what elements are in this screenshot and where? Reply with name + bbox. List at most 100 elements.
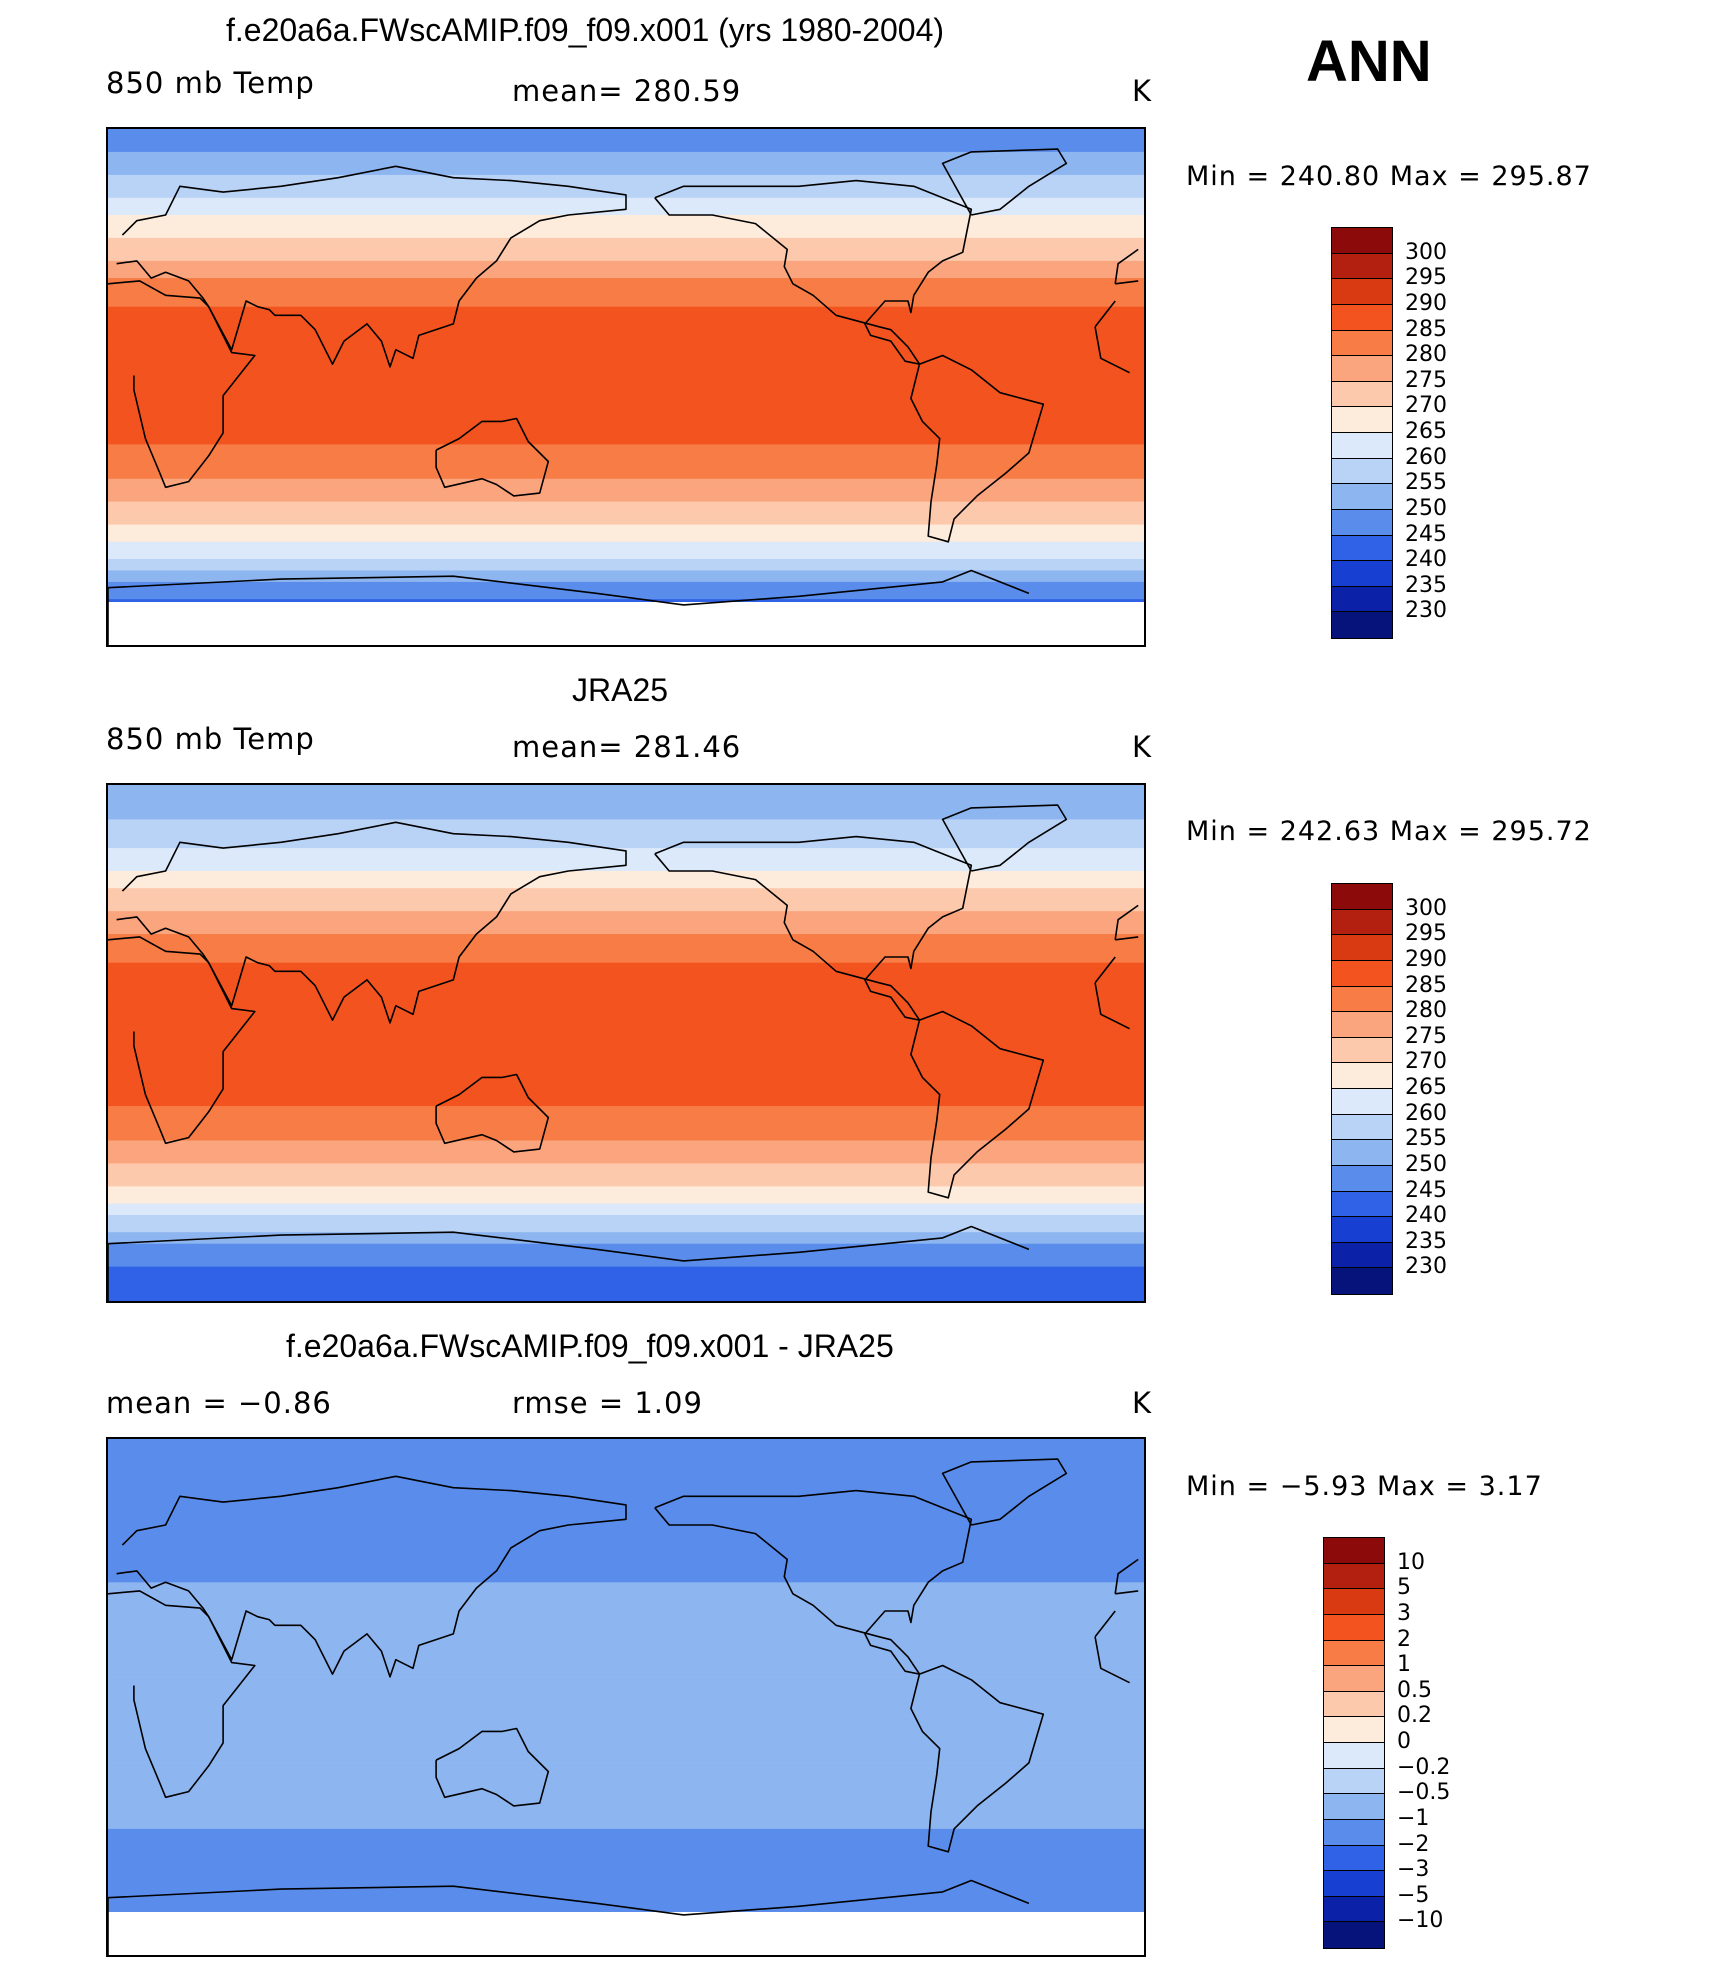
field-band: [108, 1697, 1144, 1704]
colorbar-label: 255: [1405, 1126, 1447, 1152]
field-band: [108, 1840, 1144, 1847]
coastline: [116, 1475, 1139, 1678]
field-band: [108, 1731, 1144, 1738]
field-band: [108, 819, 1144, 826]
field-band: [108, 951, 1144, 958]
field-band: [108, 553, 1144, 560]
colorbar-box: [1332, 1140, 1392, 1166]
field-band: [108, 335, 1144, 342]
colorbar-label: 0: [1397, 1729, 1411, 1754]
field-band: [108, 1209, 1144, 1216]
field-band: [108, 1260, 1144, 1268]
field-band: [108, 1869, 1144, 1876]
panel-2-map-svg: [108, 785, 1144, 1301]
field-band: [108, 501, 1144, 508]
colorbar-label: 270: [1405, 393, 1447, 419]
field-band: [108, 1020, 1144, 1027]
field-band: [108, 1846, 1144, 1853]
panel-2-min-max: Min = 242.63 Max = 295.72: [1186, 816, 1592, 847]
panel-1-units-label: K: [1132, 74, 1153, 108]
field-band: [108, 1611, 1144, 1618]
field-band: [108, 1525, 1144, 1532]
field-band: [108, 1880, 1144, 1887]
field-band: [108, 1243, 1144, 1250]
field-band: [108, 1140, 1144, 1147]
field-band: [108, 802, 1144, 809]
coastline: [108, 1225, 1030, 1301]
colorbar-label: −5: [1397, 1882, 1430, 1908]
field-band: [108, 381, 1144, 388]
field-band: [108, 467, 1144, 474]
colorbar-box: [1332, 960, 1392, 987]
field-band: [108, 174, 1144, 182]
panel-1-map: [106, 127, 1146, 647]
field-band: [108, 1788, 1144, 1795]
field-band: [108, 1656, 1144, 1664]
field-band: [108, 278, 1144, 285]
field-band: [108, 157, 1144, 164]
colorbar-box: [1324, 1563, 1384, 1590]
field-band: [108, 1805, 1144, 1813]
field-band: [108, 1725, 1144, 1732]
colorbar-box: [1324, 1871, 1384, 1897]
colorbar-label: 230: [1405, 598, 1447, 624]
field-band: [108, 1605, 1144, 1612]
field-band: [108, 507, 1144, 514]
colorbar-box: [1324, 1896, 1384, 1923]
colorbar-label: 275: [1405, 1023, 1447, 1049]
field-band: [108, 306, 1144, 313]
field-band: [108, 1461, 1144, 1469]
colorbar-box: [1332, 1217, 1392, 1243]
field-band: [108, 968, 1144, 975]
field-band: [108, 364, 1144, 371]
panel-1-colorbar: [1331, 227, 1393, 639]
colorbar-label: 285: [1405, 316, 1447, 342]
panel-3-rmse-label: rmse = 1.09: [512, 1386, 703, 1420]
colorbar-label: 10: [1397, 1549, 1425, 1575]
colorbar-label: 280: [1405, 998, 1447, 1024]
field-band: [108, 461, 1144, 468]
coastline: [941, 804, 1068, 872]
field-band: [108, 237, 1144, 245]
colorbar-box: [1332, 253, 1392, 280]
field-band: [108, 1662, 1144, 1669]
field-band: [108, 129, 1144, 136]
field-band: [108, 1668, 1144, 1675]
field-band: [108, 1215, 1144, 1222]
coastline: [116, 821, 1139, 1024]
field-band: [108, 1071, 1144, 1078]
panel-2-map: [106, 783, 1146, 1303]
field-band: [108, 1886, 1144, 1893]
colorbar-box: [1332, 356, 1392, 382]
field-band: [108, 1771, 1144, 1778]
field-band: [108, 1737, 1144, 1744]
field-band: [108, 1783, 1144, 1790]
field-band: [108, 1479, 1144, 1486]
coastline: [116, 165, 1139, 368]
colorbar-box: [1332, 407, 1392, 433]
field-band: [108, 140, 1144, 147]
field-band: [108, 1542, 1144, 1549]
field-band: [108, 1237, 1144, 1245]
colorbar-box: [1324, 1538, 1384, 1564]
field-band: [108, 1496, 1144, 1503]
colorbar-box: [1324, 1819, 1384, 1846]
masked-region: [108, 602, 1144, 645]
field-band: [108, 163, 1144, 170]
field-band: [108, 1570, 1144, 1578]
field-band: [108, 490, 1144, 497]
field-band: [108, 346, 1144, 354]
colorbar-box: [1332, 484, 1392, 510]
field-band: [108, 576, 1144, 583]
field-band: [108, 1765, 1144, 1773]
field-band: [108, 495, 1144, 503]
field-band: [108, 796, 1144, 803]
colorbar-box: [1332, 884, 1392, 910]
field-band: [108, 169, 1144, 176]
field-band: [108, 1863, 1144, 1870]
colorbar-box: [1324, 1666, 1384, 1692]
panel-1-title: f.e20a6a.FWscAMIP.f09_f09.x001 (yrs 1980…: [226, 12, 945, 48]
colorbar-label: 5: [1397, 1575, 1411, 1601]
field-band: [108, 1272, 1144, 1279]
field-band: [108, 1065, 1144, 1073]
